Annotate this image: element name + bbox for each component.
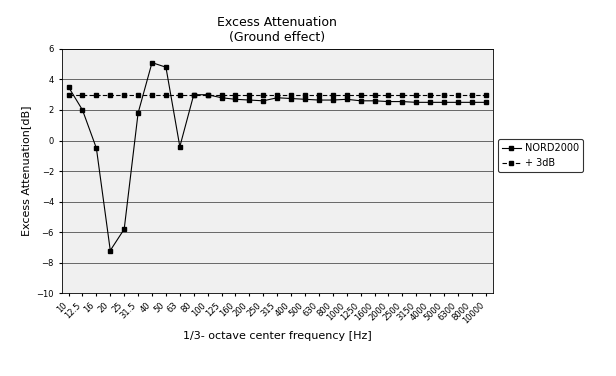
NORD2000 bbox=[232, 97, 239, 102]
NORD2000 bbox=[385, 99, 392, 104]
+ 3dB bbox=[440, 92, 448, 97]
NORD2000 bbox=[482, 100, 490, 105]
X-axis label: 1/3- octave center frequency [Hz]: 1/3- octave center frequency [Hz] bbox=[183, 331, 371, 341]
+ 3dB bbox=[329, 92, 336, 97]
Line: + 3dB: + 3dB bbox=[67, 92, 488, 97]
NORD2000 bbox=[92, 146, 100, 150]
NORD2000 bbox=[343, 97, 351, 102]
NORD2000 bbox=[148, 61, 156, 65]
+ 3dB bbox=[218, 92, 225, 97]
+ 3dB bbox=[121, 92, 128, 97]
+ 3dB bbox=[343, 92, 351, 97]
NORD2000 bbox=[190, 92, 198, 97]
+ 3dB bbox=[426, 92, 434, 97]
NORD2000 bbox=[134, 111, 142, 115]
NORD2000 bbox=[246, 98, 253, 102]
+ 3dB bbox=[148, 92, 156, 97]
NORD2000 bbox=[329, 98, 336, 102]
+ 3dB bbox=[468, 92, 476, 97]
+ 3dB bbox=[134, 92, 142, 97]
Legend: NORD2000, + 3dB: NORD2000, + 3dB bbox=[498, 139, 583, 172]
+ 3dB bbox=[301, 92, 309, 97]
NORD2000 bbox=[121, 227, 128, 231]
+ 3dB bbox=[204, 92, 211, 97]
Title: Excess Attenuation
(Ground effect): Excess Attenuation (Ground effect) bbox=[217, 15, 337, 44]
NORD2000 bbox=[204, 92, 211, 97]
+ 3dB bbox=[232, 92, 239, 97]
NORD2000 bbox=[455, 100, 462, 105]
+ 3dB bbox=[274, 92, 281, 97]
NORD2000 bbox=[357, 99, 364, 103]
NORD2000 bbox=[315, 98, 323, 102]
+ 3dB bbox=[413, 92, 420, 97]
NORD2000 bbox=[79, 108, 86, 112]
NORD2000 bbox=[259, 99, 267, 103]
NORD2000 bbox=[176, 144, 184, 149]
NORD2000 bbox=[218, 96, 225, 100]
+ 3dB bbox=[455, 92, 462, 97]
NORD2000 bbox=[413, 100, 420, 105]
+ 3dB bbox=[79, 92, 86, 97]
+ 3dB bbox=[176, 92, 184, 97]
Line: NORD2000: NORD2000 bbox=[66, 60, 488, 253]
NORD2000 bbox=[288, 96, 295, 101]
NORD2000 bbox=[162, 65, 169, 70]
+ 3dB bbox=[315, 92, 323, 97]
+ 3dB bbox=[92, 92, 100, 97]
+ 3dB bbox=[399, 92, 406, 97]
+ 3dB bbox=[107, 92, 114, 97]
NORD2000 bbox=[468, 100, 476, 105]
+ 3dB bbox=[259, 92, 267, 97]
NORD2000 bbox=[440, 100, 448, 105]
NORD2000 bbox=[107, 248, 114, 253]
+ 3dB bbox=[482, 92, 490, 97]
NORD2000 bbox=[371, 99, 378, 103]
NORD2000 bbox=[65, 85, 72, 89]
+ 3dB bbox=[162, 92, 169, 97]
+ 3dB bbox=[246, 92, 253, 97]
NORD2000 bbox=[399, 99, 406, 104]
+ 3dB bbox=[371, 92, 378, 97]
NORD2000 bbox=[301, 97, 309, 102]
NORD2000 bbox=[426, 100, 434, 105]
+ 3dB bbox=[288, 92, 295, 97]
+ 3dB bbox=[357, 92, 364, 97]
+ 3dB bbox=[65, 92, 72, 97]
NORD2000 bbox=[274, 96, 281, 100]
+ 3dB bbox=[385, 92, 392, 97]
+ 3dB bbox=[190, 92, 198, 97]
Y-axis label: Excess Attenuation[dB]: Excess Attenuation[dB] bbox=[21, 106, 31, 237]
